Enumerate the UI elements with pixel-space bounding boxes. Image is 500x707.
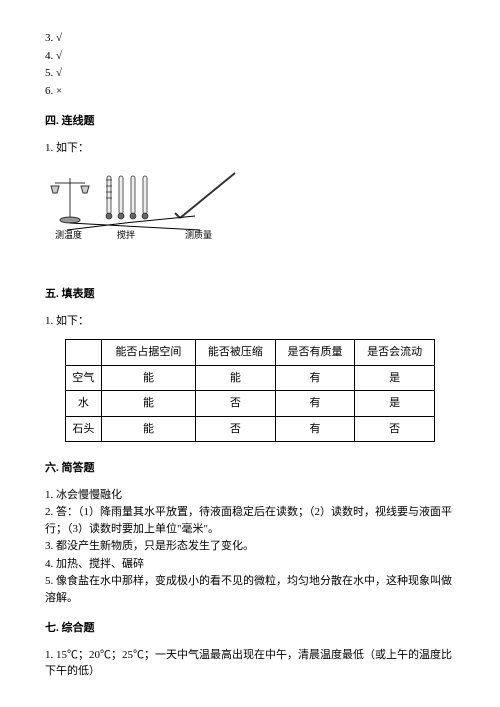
answer-item: 4. 加热、搅拌、碾碎 — [45, 556, 455, 573]
label-mass: 测质量 — [185, 229, 212, 240]
section4-title: 四. 连线题 — [45, 113, 455, 130]
properties-table: 能否占据空间 能否被压缩 是否有质量 是否会流动 空气 能 能 有 是 水 能 … — [65, 339, 435, 442]
table-header — [66, 340, 102, 366]
section5-item: 1. 如下： — [45, 313, 455, 330]
table-row: 水 能 否 有 是 — [66, 391, 435, 417]
section6-answers: 1. 冰会慢慢融化 2. 答：（1）降雨量其水平放置，待液面稳定后在读数；（2）… — [45, 487, 455, 607]
balance-scale-icon — [51, 178, 89, 223]
table-header: 能否被压缩 — [196, 340, 276, 366]
section7-answers: 1. 15℃；20℃；25℃；一天中气温最高出现在中午，清晨温度最低（或上午的温… — [45, 647, 455, 680]
section4-item: 1. 如下： — [45, 140, 455, 157]
stirring-rod-icon — [175, 173, 235, 218]
section6-title: 六. 简答题 — [45, 460, 455, 477]
section7-title: 七. 综合题 — [45, 620, 455, 637]
table-row: 空气 能 能 有 是 — [66, 365, 435, 391]
answer-item: 2. 答：（1）降雨量其水平放置，待液面稳定后在读数；（2）读数时，视线要与液面… — [45, 504, 455, 537]
answer-item: 1. 15℃；20℃；25℃；一天中气温最高出现在中午，清晨温度最低（或上午的温… — [45, 647, 455, 680]
answer-item: 5. 像食盐在水中那样，变成极小的看不见的微粒，均匀地分散在水中，这种现象叫做溶… — [45, 573, 455, 606]
true-false-answers: 3. √ 4. √ 5. √ 6. × — [45, 30, 455, 99]
table-header: 能否占据空间 — [101, 340, 195, 366]
table-header: 是否有质量 — [275, 340, 355, 366]
table-header-row: 能否占据空间 能否被压缩 是否有质量 是否会流动 — [66, 340, 435, 366]
label-stir: 搅拌 — [117, 229, 135, 240]
tf-item: 3. √ — [45, 30, 455, 47]
matching-diagram: 测温度 搅拌 测质量 — [45, 168, 245, 268]
tf-item: 5. √ — [45, 65, 455, 82]
answer-item: 1. 冰会慢慢融化 — [45, 487, 455, 504]
answer-item: 3. 都没产生新物质，只是形态发生了变化。 — [45, 538, 455, 555]
section5-title: 五. 填表题 — [45, 286, 455, 303]
tf-item: 6. × — [45, 83, 455, 100]
label-temperature: 测温度 — [55, 229, 82, 240]
table-header: 是否会流动 — [355, 340, 435, 366]
table-row: 石头 能 否 有 否 — [66, 416, 435, 442]
tf-item: 4. √ — [45, 48, 455, 65]
thermometers-icon — [106, 176, 148, 219]
